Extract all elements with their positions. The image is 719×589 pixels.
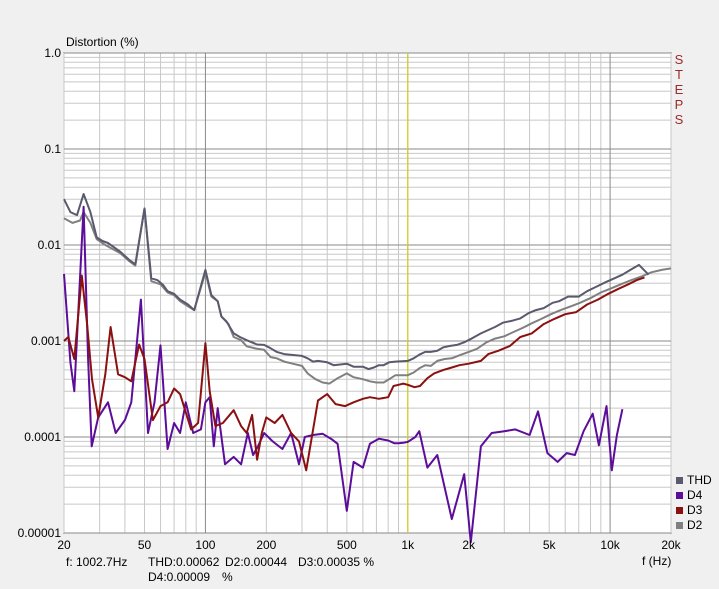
y-axis-title: Distortion (%): [66, 35, 139, 49]
x-tick-label: 20k: [661, 538, 681, 552]
x-tick-label: 2k: [462, 538, 476, 552]
legend-swatch: [676, 492, 683, 500]
legend-item-thd[interactable]: THD: [676, 473, 712, 487]
legend-item-d4[interactable]: D4: [676, 488, 702, 502]
x-tick-label: 500: [337, 538, 357, 552]
x-tick-label: 1k: [401, 538, 415, 552]
legend-label: THD: [687, 473, 712, 487]
y-tick-label: 0.00001: [18, 526, 62, 540]
series-layer: [63, 193, 672, 544]
legend-item-d3[interactable]: D3: [676, 503, 702, 517]
x-tick-label: 200: [256, 538, 276, 552]
x-axis-title: f (Hz): [642, 554, 671, 568]
legend-label: D2: [687, 518, 703, 532]
x-tick-label: 10k: [600, 538, 620, 552]
y-tick-label: 0.01: [38, 238, 62, 252]
legend-item-d2[interactable]: D2: [676, 518, 702, 532]
status-frequency: f: 1002.7Hz: [66, 555, 128, 569]
status-thd: THD:0.00062: [148, 555, 220, 569]
steps-letter: S: [674, 112, 684, 127]
legend-label: D3: [687, 503, 703, 517]
x-tick-label: 100: [195, 538, 215, 552]
legend-label: D4: [687, 488, 703, 502]
series-line-d3: [63, 274, 645, 472]
series-line-d2: [63, 207, 672, 385]
status-unit: %: [222, 570, 233, 584]
y-axis-ticks: 1.0 0.1 0.01 0.001 0.0001 0.00001: [18, 46, 62, 540]
steps-letter: S: [674, 52, 684, 67]
x-tick-label: 5k: [543, 538, 557, 552]
grid-major: [64, 52, 671, 534]
y-tick-label: 0.001: [31, 334, 61, 348]
legend-swatch: [676, 522, 683, 530]
y-tick-label: 1.0: [44, 46, 61, 60]
y-tick-label: 0.0001: [24, 430, 61, 444]
x-tick-label: 20: [57, 538, 71, 552]
series-line-thd: [63, 193, 650, 371]
status-d4: D4:0.00009: [148, 570, 211, 584]
status-d3: D3:0.00035 %: [298, 555, 375, 569]
grid-minor: [63, 53, 672, 533]
y-tick-label: 0.1: [44, 142, 61, 156]
steps-letter: P: [674, 97, 684, 112]
legend-swatch: [676, 477, 683, 485]
x-tick-label: 50: [138, 538, 152, 552]
steps-letter: E: [674, 82, 684, 97]
x-axis-ticks: 20 50 100 200 500 1k 2k 5k 10k 20k: [57, 538, 681, 552]
legend-swatch: [676, 507, 683, 515]
steps-letter: T: [675, 67, 683, 82]
plot-area: [63, 52, 672, 534]
status-d2: D2:0.00044: [225, 555, 288, 569]
